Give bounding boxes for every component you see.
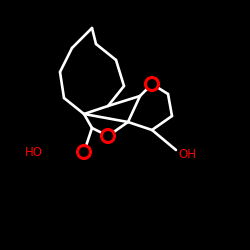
Text: HO: HO xyxy=(25,146,43,158)
Circle shape xyxy=(78,146,90,158)
Text: OH: OH xyxy=(178,148,196,162)
Circle shape xyxy=(102,130,114,142)
Circle shape xyxy=(146,78,158,90)
